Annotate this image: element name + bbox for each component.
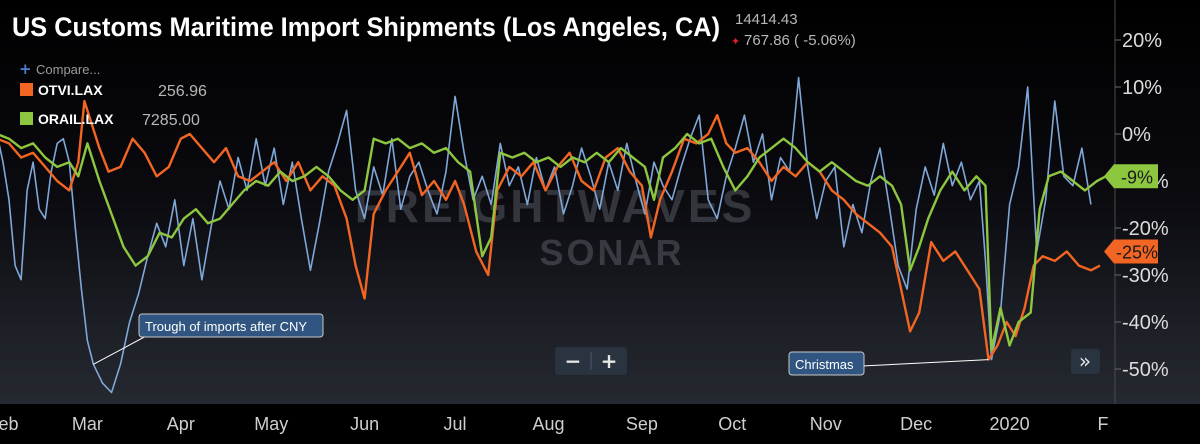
annotation-box-christmas bbox=[788, 351, 865, 376]
series-line-orail bbox=[0, 132, 1107, 352]
zoom-out-button[interactable]: − bbox=[565, 349, 582, 373]
legend-value-orail: 7285.00 bbox=[142, 112, 200, 129]
x-tick-label: Aug bbox=[532, 414, 564, 434]
x-tick-label: Nov bbox=[810, 414, 842, 434]
x-axis-strip bbox=[0, 404, 1200, 444]
x-axis-ticks: Feb Mar Apr May Jun Jul Aug Sep Oct Nov Dec 2020 F bbox=[0, 414, 1109, 434]
annotation-pointer-cny bbox=[93, 333, 151, 365]
last-value-badges: -9% -25% bbox=[1104, 164, 1158, 264]
x-tick-label: Feb bbox=[0, 414, 19, 434]
y-tick-label: -50% bbox=[1122, 359, 1169, 381]
zoom-in-button[interactable]: + bbox=[601, 349, 618, 373]
y-tick-label: 10% bbox=[1122, 77, 1162, 99]
y-tick-label: 20% bbox=[1122, 30, 1162, 52]
x-tick-label: Apr bbox=[167, 414, 195, 434]
series-line-otvi bbox=[0, 99, 1101, 361]
badge-otvi-shape bbox=[1104, 239, 1158, 264]
annotation-pointer-christmas bbox=[861, 359, 989, 367]
badge-orail-label: -9% bbox=[1121, 167, 1153, 187]
y-tick-label: 0% bbox=[1122, 124, 1151, 146]
legend-symbol-otvi[interactable]: OTVI.LAX bbox=[38, 82, 103, 98]
x-tick-label: 2020 bbox=[990, 414, 1030, 434]
zoom-controls: − + bbox=[555, 347, 627, 375]
x-tick-label: Oct bbox=[718, 414, 746, 434]
legend-swatch-otvi bbox=[20, 83, 33, 96]
annotation-label-christmas: Christmas bbox=[795, 357, 854, 372]
x-tick-label: F bbox=[1098, 414, 1109, 434]
legend-symbol-orail[interactable]: ORAIL.LAX bbox=[38, 111, 114, 127]
badge-otvi-label: -25% bbox=[1116, 243, 1158, 263]
plus-icon[interactable]: + bbox=[19, 60, 32, 78]
change-marker-icon: ✦ bbox=[731, 35, 740, 48]
x-tick-label: Sep bbox=[626, 414, 658, 434]
chart-title: US Customs Maritime Import Shipments (Lo… bbox=[12, 12, 720, 42]
legend-swatch-orail bbox=[20, 112, 33, 125]
x-tick-label: Jul bbox=[444, 414, 467, 434]
double-chevron-right-icon[interactable]: » bbox=[1079, 349, 1091, 373]
x-tick-label: Mar bbox=[72, 414, 103, 434]
change-value: 767.86 ( -5.06%) bbox=[744, 32, 856, 49]
watermark-line2: SONAR bbox=[539, 232, 684, 273]
y-tick-label: -20% bbox=[1122, 218, 1169, 240]
y-tick-label: -40% bbox=[1122, 312, 1169, 334]
x-tick-label: May bbox=[254, 414, 288, 434]
series-line-imports bbox=[0, 76, 1092, 394]
annotation-layer: Trough of imports after CNY Christmas bbox=[93, 313, 989, 376]
x-tick-label: Jun bbox=[350, 414, 379, 434]
last-value: 14414.43 bbox=[735, 11, 798, 28]
legend-value-otvi: 256.96 bbox=[158, 83, 207, 100]
series-layer bbox=[0, 76, 1107, 394]
x-tick-label: Dec bbox=[900, 414, 932, 434]
scroll-to-end-button[interactable]: » bbox=[1071, 349, 1100, 374]
legend-item-otvi[interactable]: OTVI.LAX 256.96 bbox=[20, 82, 207, 100]
annotation-label-cny: Trough of imports after CNY bbox=[145, 319, 307, 334]
annotation-box-cny bbox=[138, 313, 324, 338]
compare-control[interactable]: + Compare... bbox=[19, 60, 100, 78]
compare-label[interactable]: Compare... bbox=[36, 62, 100, 77]
legend-item-orail[interactable]: ORAIL.LAX 7285.00 bbox=[20, 111, 200, 129]
badge-orail-shape bbox=[1104, 164, 1158, 189]
y-tick-label: -30% bbox=[1122, 265, 1169, 287]
scroll-to-end-bg[interactable] bbox=[1071, 349, 1100, 374]
watermark-line1: FREIGHTWAVES bbox=[355, 180, 756, 232]
